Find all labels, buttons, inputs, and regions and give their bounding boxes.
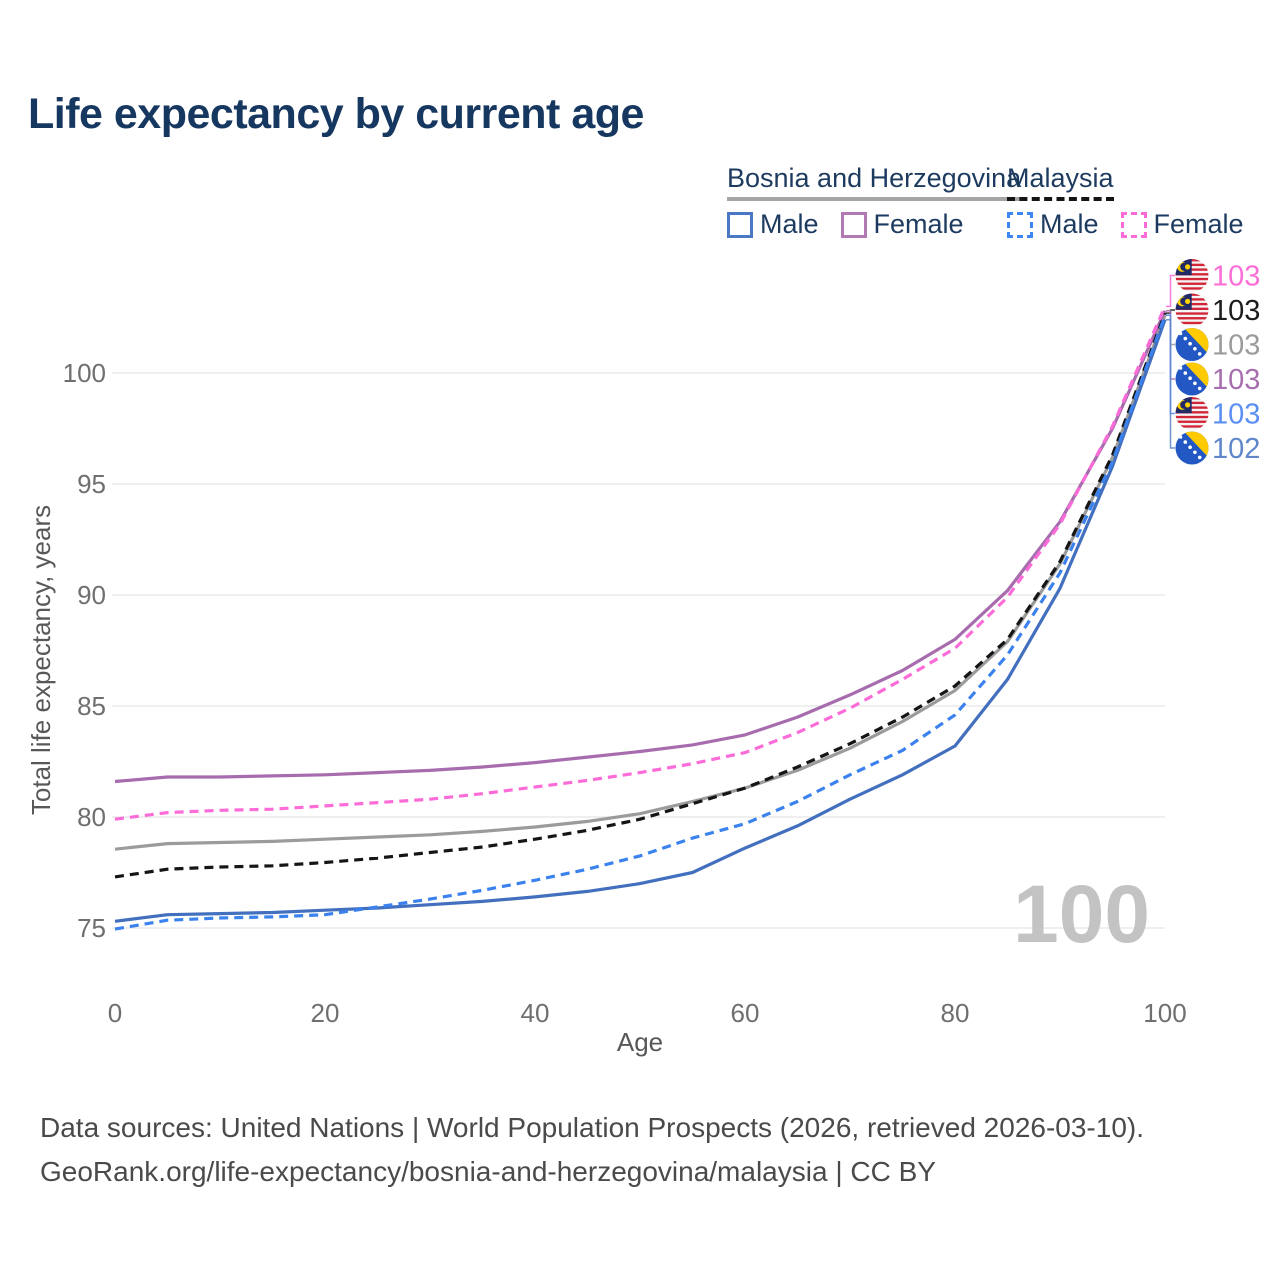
- x-tick-label: 20: [311, 998, 340, 1028]
- legend-swatch-bosnia-female[interactable]: [840, 211, 867, 238]
- bosnia-flag-icon: [1176, 328, 1209, 361]
- x-tick-label: 40: [521, 998, 550, 1028]
- x-tick-label: 80: [941, 998, 970, 1028]
- series-line-bih-female: [114, 310, 1167, 784]
- end-label-value-bih-female: 103: [1212, 364, 1260, 396]
- chart-title: Life expectancy by current age: [28, 90, 644, 138]
- end-label-connector-mys-female: [1166, 274, 1175, 308]
- legend-swatch-malaysia-male[interactable]: [1007, 211, 1033, 238]
- legend-country-malaysia[interactable]: Malaysia: [1007, 163, 1114, 201]
- legend-swatch-bosnia-male[interactable]: [727, 211, 753, 238]
- y-tick-label: 95: [77, 469, 106, 499]
- legend-label-bosnia-female[interactable]: Female: [873, 209, 964, 239]
- end-label-connector-bih-male: [1166, 318, 1175, 449]
- footer: Data sources: United Nations | World Pop…: [40, 1106, 1144, 1194]
- bosnia-flag-icon: [1176, 363, 1209, 396]
- end-label-value-mys-total: 103: [1212, 295, 1260, 327]
- series-line-mys-male: [114, 314, 1167, 931]
- y-tick-label: 85: [77, 691, 106, 721]
- series-line-mys-female: [114, 305, 1167, 821]
- x-axis-title: Age: [617, 1027, 663, 1057]
- legend-label-malaysia-female[interactable]: Female: [1153, 209, 1244, 239]
- legend-row-malaysia: Male Female: [1007, 209, 1266, 240]
- x-tick-label: 0: [108, 998, 122, 1028]
- legend-row-bosnia: Male Female: [727, 209, 1021, 240]
- legend-label-bosnia-male[interactable]: Male: [760, 209, 819, 239]
- legend-group-bosnia: Bosnia and Herzegovina Male Female: [727, 163, 1022, 240]
- legend-label-malaysia-male[interactable]: Male: [1040, 209, 1099, 239]
- end-label-value-mys-male: 103: [1212, 399, 1260, 431]
- x-tick-label: 60: [731, 998, 760, 1028]
- footer-data-sources: Data sources: United Nations | World Pop…: [40, 1112, 1145, 1143]
- legend-swatch-malaysia-female[interactable]: [1120, 211, 1147, 238]
- y-tick-label: 75: [77, 913, 106, 943]
- x-tick-label: 100: [1143, 998, 1186, 1028]
- end-label-value-mys-female: 103: [1212, 261, 1260, 293]
- legend-country-bosnia[interactable]: Bosnia and Herzegovina: [727, 163, 1022, 201]
- malaysia-flag-icon: [1176, 294, 1209, 327]
- malaysia-flag-icon: [1176, 397, 1209, 430]
- series-line-mys-total: [114, 312, 1167, 879]
- y-tick-label: 100: [63, 358, 106, 388]
- legend-group-malaysia: Malaysia Male Female: [1007, 163, 1266, 240]
- end-label-value-bih-total: 103: [1212, 330, 1260, 362]
- end-label-value-bih-male: 102: [1212, 433, 1260, 465]
- series-line-bih-male: [114, 319, 1167, 923]
- age-watermark: 100: [1013, 869, 1150, 960]
- y-tick-label: 80: [77, 802, 106, 832]
- malaysia-flag-icon: [1176, 259, 1209, 292]
- footer-attribution-link[interactable]: GeoRank.org/life-expectancy/bosnia-and-h…: [40, 1156, 936, 1187]
- y-tick-label: 90: [77, 580, 106, 610]
- series-line-bih-total: [114, 314, 1167, 851]
- bosnia-flag-icon: [1176, 432, 1209, 465]
- y-axis-title: Total life expectancy, years: [26, 505, 56, 815]
